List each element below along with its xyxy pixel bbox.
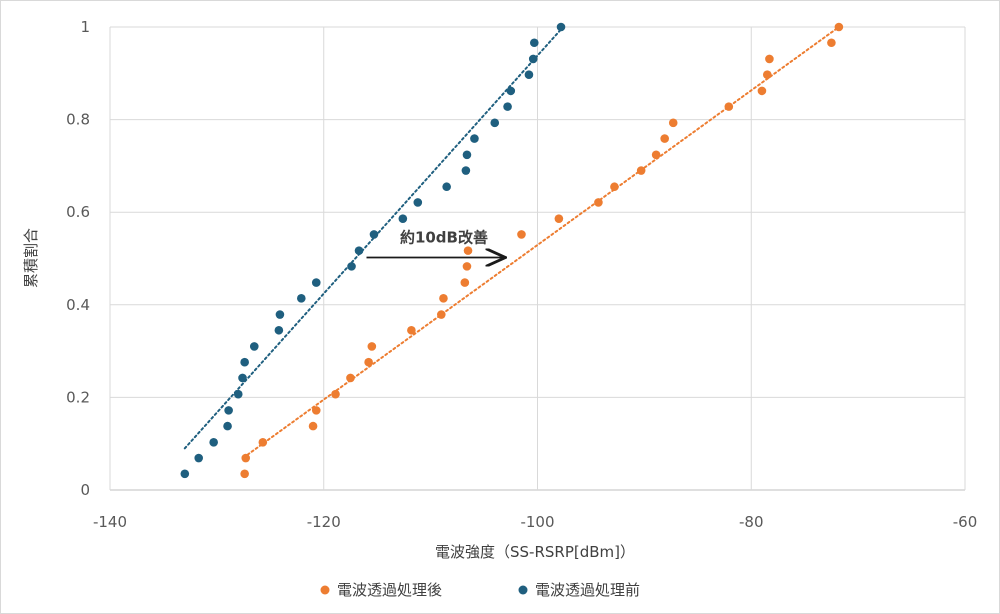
x-axis-title: 電波強度（SS-RSRP[dBm]） [435,543,635,561]
y-axis-ticks: 0 0.2 0.4 0.6 0.8 1 [66,18,90,499]
data-point-series-1 [556,22,566,32]
data-point-series-0 [660,134,669,143]
data-point-series-1 [461,166,471,175]
data-point-series-1 [297,294,306,303]
improvement-annotation: 約10dB改善 [366,229,506,258]
data-point-series-1 [223,421,232,431]
data-point-series-0 [765,54,774,64]
trendline-series-0 [242,26,840,459]
data-point-series-0 [668,118,678,128]
data-point-series-1 [249,342,259,351]
data-point-series-1 [354,246,364,255]
data-point-series-1 [369,230,379,239]
data-point-series-0 [757,86,767,96]
data-point-series-1 [233,389,243,399]
data-point-series-0 [636,166,646,175]
data-point-series-0 [439,294,448,303]
data-point-series-1 [274,325,284,335]
data-point-series-1 [311,278,321,287]
data-point-series-0 [517,230,526,239]
x-tick-label: -120 [307,513,341,531]
x-tick-label: -140 [93,513,127,531]
data-point-series-1 [275,310,285,319]
improvement-label: 約10dB改善 [400,229,488,247]
x-tick-label: -100 [520,513,554,531]
legend-marker-before [518,585,528,595]
data-point-series-0 [834,22,844,32]
data-point-series-0 [762,70,772,79]
data-point-series-0 [460,278,470,287]
data-point-series-0 [308,421,318,431]
data-point-series-1 [490,118,500,128]
y-tick-label: 0.8 [66,111,90,129]
y-tick-label: 0.4 [66,296,90,314]
y-tick-label: 0.6 [66,203,90,221]
data-point-series-0 [610,182,619,192]
legend-label-before: 電波透過処理前 [535,581,640,599]
data-point-series-1 [224,406,233,415]
data-point-series-0 [241,453,251,463]
legend-marker-after [320,585,330,595]
data-point-series-0 [331,389,340,399]
data-point-series-1 [240,357,249,367]
data-point-series-0 [407,325,416,335]
data-point-series-1 [462,150,472,160]
data-point-series-1 [413,198,423,207]
data-point-series-0 [258,438,268,447]
data-point-series-1 [470,134,479,143]
y-tick-label: 0.2 [66,388,90,406]
y-tick-label: 0 [80,481,90,499]
trendlines [183,26,840,459]
data-point-series-0 [240,469,249,479]
grid [109,26,966,491]
data-point-series-1 [238,373,247,383]
data-point-series-1 [209,438,218,447]
data-point-series-0 [594,198,603,207]
data-point-series-1 [398,214,408,223]
data-point-series-1 [442,182,451,192]
data-point-series-1 [529,38,539,48]
data-point-series-1 [524,70,534,79]
data-point-series-0 [311,406,321,415]
data-point-series-0 [346,373,355,383]
data-points [180,22,844,479]
x-tick-label: -80 [739,513,764,531]
data-point-series-0 [554,214,564,223]
trendline-series-1 [183,26,565,450]
data-point-series-0 [437,310,446,319]
data-point-series-1 [503,102,512,111]
data-point-series-1 [347,262,356,271]
data-point-series-1 [528,54,538,64]
data-point-series-0 [463,246,473,255]
legend-label-after: 電波透過処理後 [337,581,442,599]
y-axis-title: 累積割合 [22,228,40,288]
data-point-series-1 [180,469,190,479]
data-point-series-0 [724,102,734,111]
x-axis-ticks: -140 -120 -100 -80 -60 [93,513,977,531]
x-tick-label: -60 [953,513,978,531]
data-point-series-0 [367,342,377,351]
data-point-series-1 [194,453,204,463]
y-tick-label: 1 [80,18,90,36]
data-point-series-1 [506,86,516,96]
data-point-series-0 [827,38,836,48]
data-point-series-0 [651,150,661,160]
data-point-series-0 [462,262,472,271]
data-point-series-0 [364,357,373,367]
legend: 電波透過処理後 電波透過処理前 [320,581,640,599]
